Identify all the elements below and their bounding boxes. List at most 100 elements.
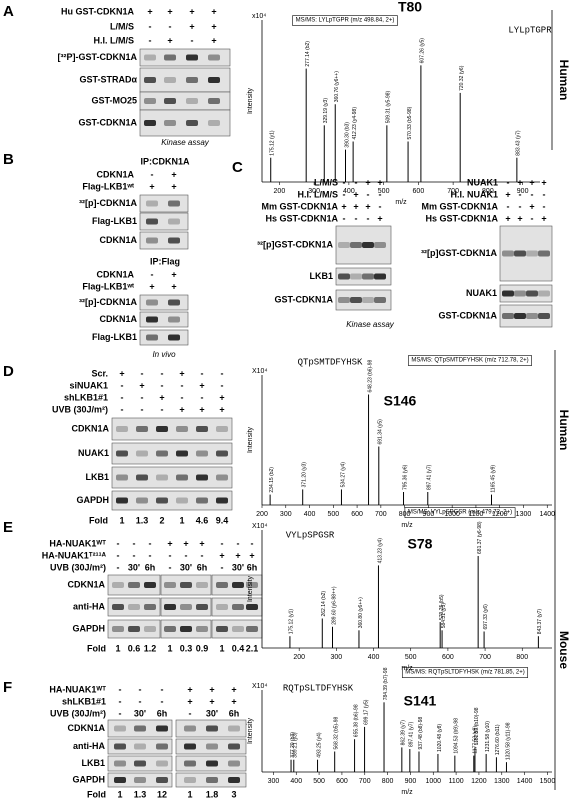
lane-sign: - — [161, 380, 164, 390]
blot-label: LKB1 — [85, 472, 109, 482]
band — [144, 54, 156, 61]
peak-label: 883.43 (y7) — [516, 130, 522, 156]
lane-sign: - — [367, 213, 370, 223]
x-tick-label: 1000 — [425, 778, 441, 785]
lane-sign: - — [221, 380, 224, 390]
x-tick-label: 400 — [290, 778, 302, 785]
band — [168, 237, 180, 244]
blot-label: CDKN1A — [67, 579, 105, 589]
msms-box — [408, 355, 532, 366]
band — [374, 242, 386, 248]
condition-label: H.I. L/M/S — [298, 189, 339, 199]
lane-sign: - — [119, 696, 122, 706]
band — [114, 760, 126, 767]
x-tick-label: 500 — [405, 654, 417, 661]
blot-label: CDKN1A — [99, 235, 137, 245]
condition-label: L/M/S — [110, 21, 134, 31]
fold-value: 1 — [119, 515, 124, 525]
blot-label: [³²P]-GST-CDKN1A — [58, 52, 138, 62]
band — [116, 497, 128, 504]
panel-letter: D — [3, 363, 14, 380]
lane-sign: + — [365, 201, 370, 211]
band — [184, 743, 196, 750]
x-tick-label: 400 — [368, 654, 380, 661]
msms-label: MS/MS: LYLpTGPR (m/z 498.84, 2+) — [296, 18, 395, 24]
band — [206, 777, 218, 783]
lane-sign: + — [189, 21, 194, 31]
fold-value: 2.1 — [246, 643, 259, 653]
exponent: X10⁴ — [252, 683, 267, 690]
x-tick-label: 1400 — [517, 778, 533, 785]
band — [114, 777, 126, 783]
band — [134, 725, 146, 732]
band — [156, 450, 168, 457]
band — [208, 120, 220, 126]
panel-letter: F — [3, 679, 12, 696]
condition-label: H.I. NUAK1 — [450, 189, 498, 199]
band — [146, 200, 158, 207]
band — [144, 604, 156, 610]
fold-label: Fold — [87, 643, 106, 653]
lane-sign: - — [161, 684, 164, 694]
fold-label: Fold — [87, 789, 106, 799]
peak-label: 360.76 (y6++) — [334, 71, 340, 102]
band — [156, 743, 168, 750]
lane-sign: - — [201, 368, 204, 378]
band — [134, 760, 146, 767]
band — [156, 725, 168, 732]
lane-sign: - — [221, 562, 224, 572]
x-tick-label: 900 — [517, 188, 529, 195]
lane-sign: - — [531, 213, 534, 223]
peak-label: 607.26 (y5) — [420, 38, 426, 64]
band — [156, 474, 168, 481]
x-axis-label: m/z — [401, 789, 413, 796]
band — [228, 760, 240, 767]
y-axis-label: Intensity — [247, 426, 254, 453]
msms-box — [404, 507, 516, 518]
condition-label: UVB (30J/m²) — [52, 404, 108, 414]
band — [164, 120, 176, 126]
band — [168, 334, 180, 341]
fold-value: 1 — [117, 789, 122, 799]
x-tick-label: 1100 — [449, 778, 464, 785]
lane-sign: + — [529, 201, 534, 211]
band — [196, 626, 208, 632]
lane-sign: - — [141, 404, 144, 414]
lane-sign: + — [541, 213, 546, 223]
band — [196, 426, 208, 432]
lane-sign: - — [139, 696, 142, 706]
exponent: X10⁴ — [252, 523, 267, 530]
ip-header: IP:Flag — [150, 256, 180, 266]
x-tick-label: 500 — [313, 778, 325, 785]
x-tick-label: 300 — [331, 654, 343, 661]
band — [216, 604, 228, 610]
band — [502, 290, 514, 297]
lane-sign: - — [119, 684, 122, 694]
band — [502, 313, 514, 319]
peak-label: 175.12 (y1) — [289, 609, 295, 635]
peptide-sequence: VYLpSPGSR — [286, 530, 335, 540]
band — [350, 242, 362, 248]
band — [146, 237, 158, 244]
lane-sign: + — [505, 213, 510, 223]
band — [146, 334, 158, 341]
band — [216, 450, 228, 457]
x-tick-label: 800 — [382, 778, 394, 785]
blot — [139, 294, 189, 311]
condition-label: UVB (30J/m²) — [50, 562, 106, 572]
lane-sign: - — [161, 368, 164, 378]
blot — [139, 231, 189, 250]
band — [128, 604, 140, 610]
x-tick-label: 500 — [378, 188, 390, 195]
lane-sign: + — [139, 380, 144, 390]
lane-sign: - — [161, 696, 164, 706]
band — [114, 743, 126, 750]
lane-sign: + — [249, 550, 254, 560]
lane-sign: + — [189, 6, 194, 16]
peak-label: 175.12 (y1) — [270, 130, 276, 156]
blot — [111, 442, 233, 465]
blot — [139, 48, 231, 67]
band — [216, 497, 228, 504]
band — [362, 242, 374, 248]
